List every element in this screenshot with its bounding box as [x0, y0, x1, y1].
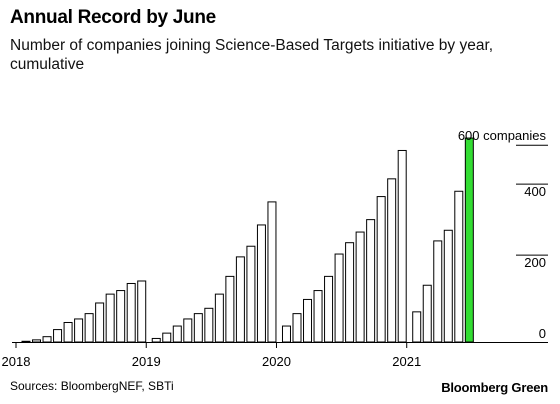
bar	[376, 196, 386, 343]
bar	[204, 307, 214, 343]
bar	[324, 275, 334, 343]
bar	[313, 290, 323, 343]
bar	[172, 325, 182, 343]
x-tick-label: 2021	[392, 354, 421, 369]
bar	[397, 149, 407, 343]
bar	[183, 318, 193, 343]
x-axis: 2018 2019 2020 2021	[2, 342, 421, 369]
source-note: Sources: BloombergNEF, SBTi	[10, 379, 174, 393]
bar	[345, 242, 355, 343]
bar	[214, 293, 224, 343]
bar	[303, 298, 313, 343]
bar	[454, 190, 464, 343]
bar	[443, 229, 453, 343]
y-tick-label: 200	[524, 255, 546, 270]
bar	[42, 336, 52, 343]
bar-group	[21, 137, 474, 343]
bar	[281, 325, 291, 343]
bar	[21, 340, 31, 343]
bar	[422, 284, 432, 343]
bar	[32, 339, 42, 343]
y-tick-label: 400	[524, 184, 546, 199]
bar	[105, 293, 115, 343]
bar	[74, 318, 84, 343]
bar	[116, 290, 126, 343]
bar	[292, 313, 302, 343]
bar	[412, 311, 422, 343]
chart-subtitle: Number of companies joining Science-Base…	[10, 37, 494, 73]
bar	[433, 240, 443, 343]
bar	[355, 231, 365, 343]
x-tick-label: 2019	[132, 354, 161, 369]
x-tick-label: 2018	[2, 354, 31, 369]
bar	[126, 282, 136, 343]
bar	[193, 313, 203, 343]
bar	[84, 313, 94, 343]
bar	[256, 224, 266, 343]
bar	[334, 253, 344, 343]
top-annotation: 600 companies	[458, 128, 547, 143]
bar	[267, 201, 277, 343]
y-tick-label: 0	[539, 326, 546, 341]
bar	[225, 275, 235, 343]
bar	[366, 219, 376, 343]
bar	[162, 332, 172, 343]
bar	[53, 329, 63, 343]
brand-logo: Bloomberg Green	[441, 380, 548, 395]
x-tick-label: 2020	[262, 354, 291, 369]
bar-highlight	[464, 137, 474, 343]
bar	[95, 302, 105, 343]
y-axis: 0 200 400	[516, 144, 548, 341]
bar	[137, 280, 147, 343]
chart-title: Annual Record by June	[10, 7, 216, 28]
bar	[235, 256, 245, 343]
bar	[63, 321, 73, 343]
bar	[246, 245, 256, 343]
bar	[151, 337, 161, 343]
bar	[387, 178, 397, 343]
